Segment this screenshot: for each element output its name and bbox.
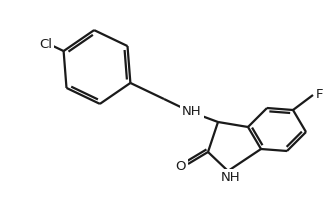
- Text: NH: NH: [182, 105, 202, 118]
- Text: NH: NH: [221, 171, 241, 184]
- Text: F: F: [316, 88, 324, 101]
- Text: O: O: [176, 160, 186, 173]
- Text: Cl: Cl: [39, 38, 52, 51]
